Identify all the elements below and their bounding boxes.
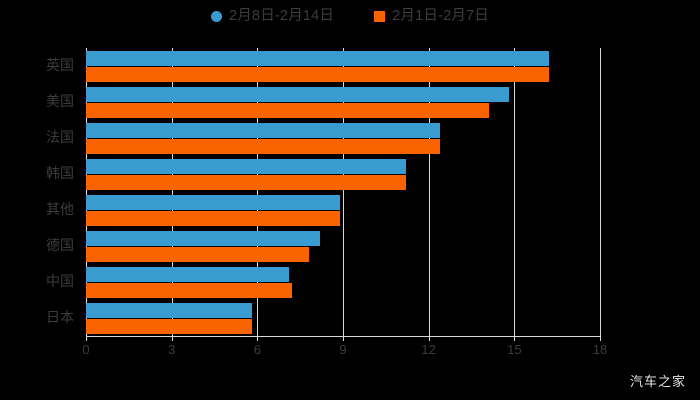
bar-group-7: 中国 bbox=[46, 266, 600, 298]
bar-1-series-2[interactable] bbox=[86, 66, 549, 82]
x-tick-mark-12 bbox=[428, 336, 430, 341]
bar-group-8: 日本 bbox=[46, 302, 600, 334]
bar-group-5: 其他 bbox=[46, 194, 600, 226]
bar-8-series-2[interactable] bbox=[86, 318, 252, 334]
x-tick-label-12: 12 bbox=[421, 342, 436, 357]
bar-8-series-1[interactable] bbox=[86, 302, 252, 318]
x-tick-mark-9 bbox=[343, 336, 344, 341]
bar-7-series-1[interactable] bbox=[86, 266, 289, 282]
watermark: 汽车之家 bbox=[629, 374, 686, 389]
gridline-15 bbox=[514, 48, 516, 336]
bar-3-series-1[interactable] bbox=[86, 122, 441, 138]
legend-label-series-1: 2月8日-2月14日 bbox=[228, 8, 335, 24]
bar-7-series-2[interactable] bbox=[86, 282, 292, 298]
category-label-3: 法国 bbox=[46, 128, 74, 145]
category-label-4: 韩国 bbox=[46, 164, 74, 181]
plot-area: 英国美国法国韩国其他德国中国日本 bbox=[46, 48, 601, 336]
gridline-0 bbox=[86, 48, 87, 336]
square-marker-icon bbox=[374, 10, 386, 22]
bar-5-series-2[interactable] bbox=[86, 210, 341, 226]
bar-group-1: 英国 bbox=[46, 50, 600, 82]
x-tick-mark-6 bbox=[257, 336, 259, 341]
category-label-1: 英国 bbox=[46, 56, 74, 73]
x-tick-mark-18 bbox=[600, 336, 601, 341]
category-label-7: 中国 bbox=[46, 272, 74, 289]
bar-4-series-2[interactable] bbox=[86, 174, 406, 190]
bar-6-series-2[interactable] bbox=[86, 246, 309, 262]
x-tick-label-3: 3 bbox=[168, 342, 176, 357]
x-tick-mark-3 bbox=[171, 336, 173, 341]
bar-4-series-1[interactable] bbox=[86, 158, 406, 174]
x-tick-label-15: 15 bbox=[507, 342, 522, 357]
x-tick-label-9: 9 bbox=[339, 342, 347, 357]
gridline-6 bbox=[257, 48, 259, 336]
circle-marker-icon bbox=[210, 10, 222, 22]
x-tick-mark-0 bbox=[86, 336, 87, 341]
category-label-2: 美国 bbox=[46, 92, 74, 109]
bar-2-series-2[interactable] bbox=[86, 102, 489, 118]
bar-1-series-1[interactable] bbox=[86, 50, 549, 66]
legend-label-series-2: 2月1日-2月7日 bbox=[392, 8, 490, 24]
bar-2-series-1[interactable] bbox=[86, 86, 509, 102]
bar-group-6: 德国 bbox=[46, 230, 600, 262]
gridline-9 bbox=[343, 48, 344, 336]
gridline-12 bbox=[428, 48, 430, 336]
legend-entry-series-1[interactable]: 2月8日-2月14日 bbox=[210, 8, 335, 24]
bar-6-series-1[interactable] bbox=[86, 230, 321, 246]
bar-3-series-2[interactable] bbox=[86, 138, 441, 154]
bar-group-2: 美国 bbox=[46, 86, 600, 118]
category-label-6: 德国 bbox=[46, 236, 74, 253]
x-tick-label-0: 0 bbox=[82, 342, 90, 357]
legend-entry-series-2[interactable]: 2月1日-2月7日 bbox=[374, 8, 489, 24]
x-tick-label-18: 18 bbox=[592, 342, 608, 357]
bar-5-series-1[interactable] bbox=[86, 194, 341, 210]
gridline-18 bbox=[600, 48, 601, 336]
category-label-8: 日本 bbox=[46, 308, 74, 325]
bar-group-4: 韩国 bbox=[46, 158, 600, 190]
chart-legend: 2月8日-2月14日 2月1日-2月7日 bbox=[0, 8, 700, 24]
category-label-5: 其他 bbox=[46, 200, 74, 217]
bar-group-3: 法国 bbox=[46, 122, 600, 154]
x-tick-mark-15 bbox=[514, 336, 516, 341]
gridline-3 bbox=[171, 48, 173, 336]
x-tick-label-6: 6 bbox=[253, 342, 261, 357]
